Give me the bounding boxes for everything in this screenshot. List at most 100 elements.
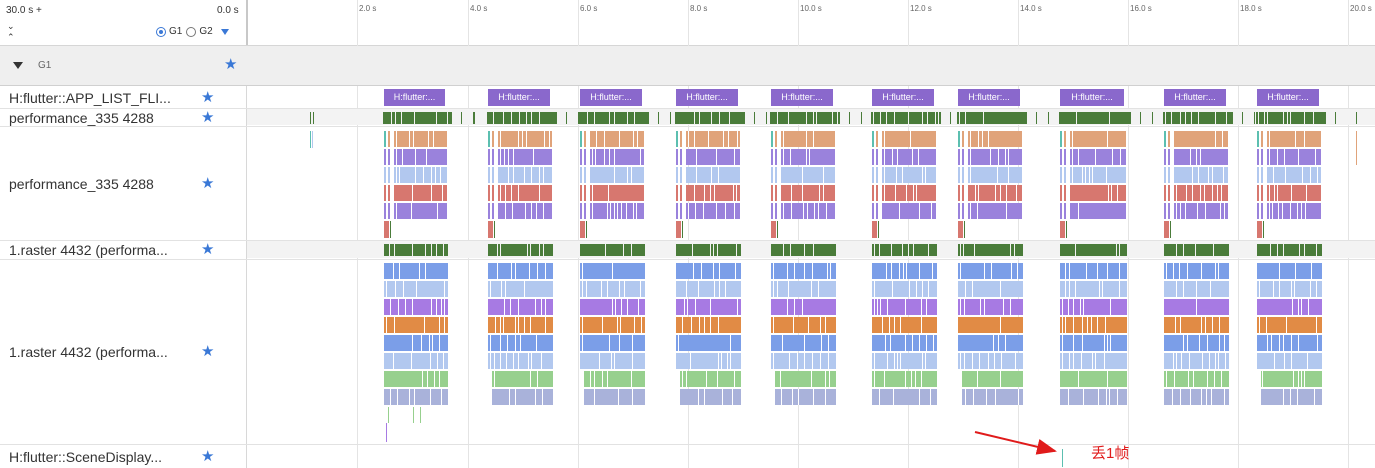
slice-bar[interactable] bbox=[872, 185, 874, 201]
slice-bar[interactable] bbox=[1070, 167, 1126, 183]
slice-bar[interactable] bbox=[1257, 353, 1322, 369]
slice-bar[interactable] bbox=[676, 167, 678, 183]
slice-bar[interactable] bbox=[1257, 167, 1259, 183]
slice-bar[interactable] bbox=[1267, 203, 1321, 219]
slice-bar[interactable] bbox=[1168, 167, 1170, 183]
slice-bar[interactable] bbox=[775, 203, 777, 219]
slice-bar[interactable] bbox=[1140, 112, 1141, 124]
radio-g2[interactable] bbox=[186, 26, 197, 37]
slice-bar[interactable] bbox=[1060, 203, 1062, 219]
slice-bar[interactable] bbox=[488, 244, 553, 256]
slice-bar[interactable] bbox=[1060, 389, 1127, 405]
slice-bar[interactable] bbox=[580, 221, 585, 238]
slice-bar[interactable] bbox=[872, 203, 874, 219]
slice-bar[interactable] bbox=[1261, 389, 1322, 405]
slice-bar[interactable] bbox=[675, 112, 745, 124]
slice-bar[interactable] bbox=[1164, 389, 1229, 405]
slice-bar[interactable] bbox=[1164, 371, 1229, 387]
trace-slice[interactable]: H:flutter:... bbox=[958, 89, 1020, 106]
slice-bar[interactable] bbox=[771, 281, 836, 297]
slice-bar[interactable] bbox=[586, 221, 587, 238]
slice-bar[interactable] bbox=[686, 203, 740, 219]
slice-bar[interactable] bbox=[1261, 167, 1263, 183]
slice-bar[interactable] bbox=[968, 149, 1022, 165]
slice-bar[interactable] bbox=[957, 112, 1027, 124]
slice-bar[interactable] bbox=[1254, 112, 1255, 124]
slice-bar[interactable] bbox=[968, 167, 1022, 183]
slice-bar[interactable] bbox=[771, 299, 836, 315]
slice-bar[interactable] bbox=[584, 149, 586, 165]
slice-bar[interactable] bbox=[584, 185, 586, 201]
slice-bar[interactable] bbox=[861, 112, 862, 124]
slice-bar[interactable] bbox=[487, 112, 557, 124]
slice-bar[interactable] bbox=[384, 353, 448, 369]
slice-bar[interactable] bbox=[686, 131, 740, 147]
chevron-up-icon[interactable]: ⌃ bbox=[7, 32, 15, 42]
radio-g1[interactable] bbox=[156, 26, 166, 37]
track-row[interactable]: H:flutter::SceneDisplay... ★ bbox=[0, 445, 1375, 468]
slice-bar[interactable] bbox=[876, 167, 878, 183]
slice-bar[interactable] bbox=[1152, 112, 1153, 124]
slice-bar[interactable] bbox=[310, 112, 311, 124]
slice-bar[interactable] bbox=[1168, 131, 1170, 147]
slice-bar[interactable] bbox=[872, 389, 937, 405]
slice-bar[interactable] bbox=[968, 131, 1022, 147]
slice-bar[interactable] bbox=[1164, 185, 1166, 201]
slice-bar[interactable] bbox=[882, 167, 936, 183]
slice-bar[interactable] bbox=[388, 203, 390, 219]
slice-bar[interactable] bbox=[686, 149, 740, 165]
slice-bar[interactable] bbox=[676, 317, 741, 333]
slice-bar[interactable] bbox=[492, 371, 553, 387]
slice-bar[interactable] bbox=[1168, 185, 1170, 201]
slice-bar[interactable] bbox=[1174, 203, 1228, 219]
slice-bar[interactable] bbox=[584, 389, 645, 405]
slice-bar[interactable] bbox=[310, 131, 311, 148]
slice-bar[interactable] bbox=[1261, 131, 1263, 147]
slice-bar[interactable] bbox=[580, 131, 582, 147]
slice-bar[interactable] bbox=[1036, 112, 1037, 124]
slice-bar[interactable] bbox=[771, 335, 836, 351]
slice-bar[interactable] bbox=[1060, 335, 1127, 351]
trace-slice[interactable]: H:flutter:... bbox=[872, 89, 934, 106]
slice-bar[interactable] bbox=[584, 131, 586, 147]
slice-bar[interactable] bbox=[394, 203, 447, 219]
slice-bar[interactable] bbox=[498, 167, 552, 183]
slice-bar[interactable] bbox=[771, 149, 773, 165]
slice-bar[interactable] bbox=[770, 112, 840, 124]
slice-bar[interactable] bbox=[781, 203, 835, 219]
slice-bar[interactable] bbox=[876, 131, 878, 147]
slice-bar[interactable] bbox=[771, 185, 773, 201]
slice-bar[interactable] bbox=[492, 203, 494, 219]
slice-bar[interactable] bbox=[676, 299, 741, 315]
slice-bar[interactable] bbox=[872, 149, 874, 165]
slice-bar[interactable] bbox=[384, 221, 389, 238]
slice-bar[interactable] bbox=[871, 112, 941, 124]
slice-bar[interactable] bbox=[958, 167, 960, 183]
slice-bar[interactable] bbox=[676, 185, 678, 201]
slice-bar[interactable] bbox=[498, 185, 552, 201]
slice-bar[interactable] bbox=[1267, 131, 1321, 147]
slice-bar[interactable] bbox=[394, 185, 447, 201]
slice-bar[interactable] bbox=[958, 335, 1023, 351]
star-icon[interactable]: ★ bbox=[201, 343, 215, 360]
slice-bar[interactable] bbox=[413, 407, 414, 423]
track-row[interactable]: performance_335 4288 ★ bbox=[0, 127, 1375, 241]
slice-bar[interactable] bbox=[676, 131, 678, 147]
dropdown-arrow-icon[interactable] bbox=[220, 28, 229, 35]
slice-bar[interactable] bbox=[1257, 203, 1259, 219]
slice-bar[interactable] bbox=[958, 281, 1023, 297]
slice-bar[interactable] bbox=[388, 407, 389, 423]
slice-bar[interactable] bbox=[872, 167, 874, 183]
slice-bar[interactable] bbox=[676, 149, 678, 165]
slice-bar[interactable] bbox=[394, 131, 447, 147]
slice-bar[interactable] bbox=[1064, 167, 1066, 183]
slice-bar[interactable] bbox=[1335, 112, 1336, 124]
slice-bar[interactable] bbox=[775, 167, 777, 183]
trace-slice[interactable]: H:flutter:... bbox=[676, 89, 738, 106]
slice-bar[interactable] bbox=[882, 203, 936, 219]
slice-bar[interactable] bbox=[771, 203, 773, 219]
trace-slice[interactable]: H:flutter:... bbox=[384, 89, 445, 106]
slice-bar[interactable] bbox=[580, 185, 582, 201]
slice-bar[interactable] bbox=[492, 131, 494, 147]
slice-bar[interactable] bbox=[676, 281, 741, 297]
